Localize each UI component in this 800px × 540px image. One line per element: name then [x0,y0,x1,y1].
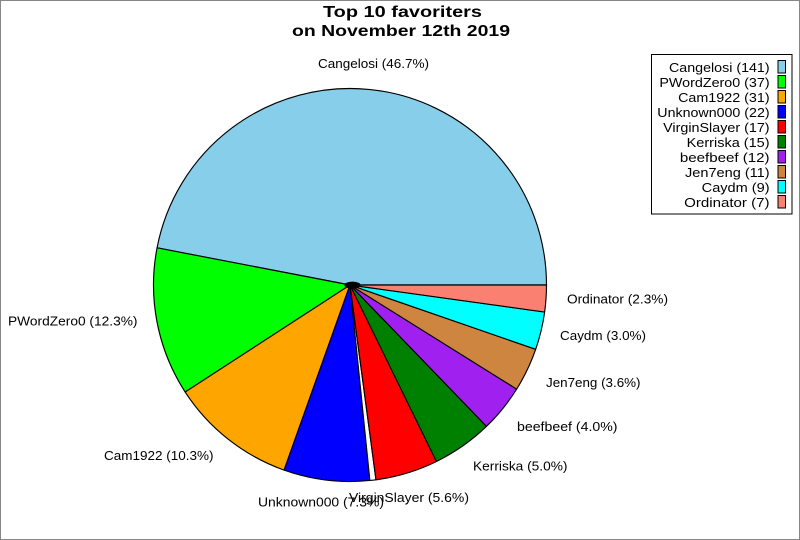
svg-text:Kerriska (15): Kerriska (15) [687,135,770,150]
svg-text:Top 10 favoriters: Top 10 favoriters [323,4,482,21]
svg-text:VirginSlayer (5.6%): VirginSlayer (5.6%) [349,490,469,505]
svg-text:Cangelosi (141): Cangelosi (141) [669,60,770,75]
svg-text:Cam1922 (10.3%): Cam1922 (10.3%) [104,448,214,463]
svg-text:Cangelosi (46.7%): Cangelosi (46.7%) [318,56,429,71]
svg-text:Caydm (9): Caydm (9) [702,180,770,195]
svg-text:Caydm (3.0%): Caydm (3.0%) [560,328,646,343]
svg-text:Ordinator (2.3%): Ordinator (2.3%) [567,292,668,307]
svg-text:Unknown000 (22): Unknown000 (22) [657,105,769,120]
svg-text:Jen7eng (11): Jen7eng (11) [685,165,770,180]
svg-text:Ordinator (7): Ordinator (7) [684,195,770,210]
svg-text:Unknown000 (7.3%): Unknown000 (7.3%) [258,495,384,510]
svg-text:Kerriska (5.0%): Kerriska (5.0%) [473,459,568,474]
svg-text:beefbeef (12): beefbeef (12) [680,150,770,165]
svg-text:on November 12th 2019: on November 12th 2019 [292,23,510,40]
svg-text:Cam1922 (31): Cam1922 (31) [678,90,770,105]
svg-text:PWordZero0 (12.3%): PWordZero0 (12.3%) [8,313,138,328]
svg-text:PWordZero0 (37): PWordZero0 (37) [659,75,769,90]
svg-text:beefbeef (4.0%): beefbeef (4.0%) [517,419,618,434]
svg-text:VirginSlayer (17): VirginSlayer (17) [663,120,770,135]
svg-text:Jen7eng (3.6%): Jen7eng (3.6%) [546,375,641,390]
